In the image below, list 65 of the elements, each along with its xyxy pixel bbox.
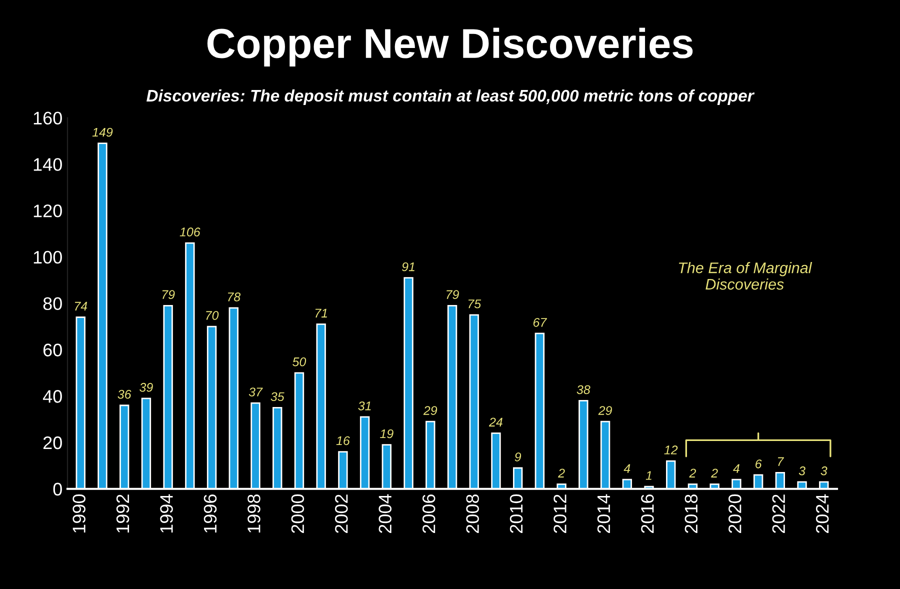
x-tick-label: 2004 (378, 494, 392, 533)
data-label: 3 (798, 466, 806, 476)
data-label: 7 (778, 457, 784, 466)
y-tick-label: 100 (34, 250, 62, 264)
data-label: 149 (92, 128, 113, 137)
data-label: 29 (423, 406, 438, 415)
y-tick-label: 40 (42, 390, 62, 403)
data-label: 6 (756, 459, 762, 468)
data-label: 19 (380, 429, 394, 438)
x-tick-label: 1992 (116, 494, 130, 533)
x-tick-label: 2010 (510, 494, 523, 533)
data-label: 79 (446, 290, 459, 300)
data-label: 39 (140, 382, 153, 392)
data-label: 91 (402, 262, 414, 272)
x-tick-label: 1998 (248, 494, 260, 533)
data-label: 24 (488, 418, 502, 426)
data-label: 106 (180, 228, 200, 236)
data-label: 75 (468, 300, 482, 308)
x-tick-label: 1990 (72, 494, 86, 533)
x-tick-label: 1994 (160, 494, 173, 533)
y-tick-label: 0 (53, 482, 62, 496)
data-label: 2 (689, 468, 696, 478)
data-label: 74 (74, 302, 88, 310)
data-label: 50 (292, 357, 306, 366)
data-label: 29 (598, 406, 612, 415)
data-label: 35 (270, 392, 284, 402)
data-label: 1 (646, 471, 652, 480)
x-tick-label: 1996 (204, 494, 217, 533)
y-tick-label: 160 (34, 112, 62, 125)
data-label: 70 (206, 311, 219, 320)
y-tick-label: 120 (34, 204, 62, 218)
x-tick-label: 2014 (597, 494, 610, 533)
data-label: 4 (733, 464, 740, 473)
chart-subtitle: Discoveries: The deposit must contain at least 500,000 metric tons of copper (146, 89, 755, 105)
x-tick-label: 2000 (291, 494, 304, 533)
x-tick-label: 2022 (772, 494, 786, 533)
x-tick-label: 2006 (422, 494, 436, 533)
data-label: 38 (576, 385, 590, 394)
data-label: 3 (820, 466, 828, 476)
data-label: 79 (162, 290, 175, 300)
x-tick-label: 2002 (335, 494, 348, 533)
data-label: 71 (315, 308, 327, 318)
y-tick-label: 20 (43, 436, 62, 450)
data-label: 67 (533, 318, 548, 327)
x-tick-label: 2018 (684, 494, 698, 533)
x-tick-label: 2008 (466, 494, 479, 533)
data-label: 9 (514, 452, 522, 462)
annotation: The Era of Marginal Discoveries (678, 262, 812, 290)
data-label: 2 (711, 468, 718, 478)
y-tick-label: 60 (43, 344, 62, 356)
data-label: 36 (118, 390, 132, 399)
data-label: 16 (336, 436, 350, 446)
x-tick-label: 2024 (816, 494, 829, 533)
data-label: 31 (358, 401, 371, 410)
data-label: 37 (248, 388, 263, 396)
y-tick-label: 140 (34, 158, 62, 171)
y-tick-label: 80 (43, 297, 62, 310)
data-label: 78 (228, 292, 241, 302)
data-label: 4 (624, 464, 630, 473)
data-label: 2 (558, 468, 565, 478)
x-tick-label: 2016 (641, 494, 654, 533)
data-label: 12 (664, 446, 678, 454)
x-tick-label: 2020 (728, 494, 742, 533)
x-tick-label: 2012 (554, 494, 566, 533)
chart-title: Copper New Discoveries (207, 28, 693, 67)
